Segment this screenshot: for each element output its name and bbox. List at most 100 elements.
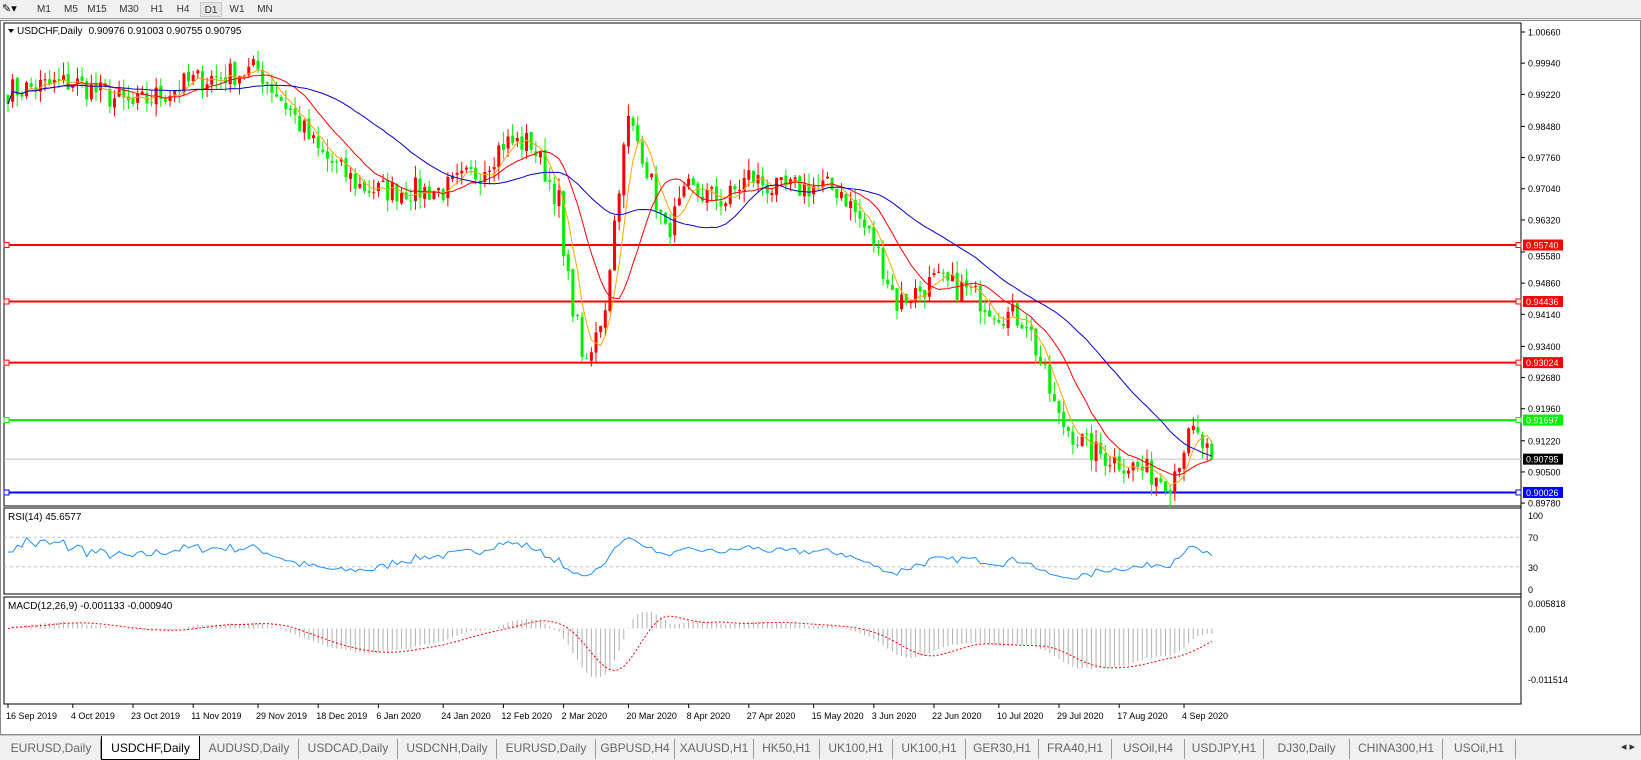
- tab-gbpusd-h4[interactable]: GBPUSD,H4: [596, 739, 675, 759]
- tab-china300-h1[interactable]: CHINA300,H1: [1350, 739, 1443, 759]
- timeframe-w1[interactable]: W1: [229, 4, 245, 15]
- timeframe-h1[interactable]: H1: [150, 4, 164, 15]
- candle-body: [890, 285, 894, 290]
- tab-eurusd-daily[interactable]: EURUSD,Daily: [2, 739, 101, 759]
- tab-fra40-h1[interactable]: FRA40,H1: [1039, 739, 1112, 759]
- tab-usdjpy-h1[interactable]: USDJPY,H1: [1185, 739, 1264, 759]
- candle-body: [923, 290, 927, 298]
- candle-body: [437, 188, 441, 191]
- candle-body: [261, 69, 265, 84]
- candle-body: [807, 183, 811, 197]
- tab-usdcnh-daily[interactable]: USDCNH,Daily: [398, 739, 497, 759]
- candle-body: [571, 269, 575, 317]
- tab-hk50-h1[interactable]: HK50,H1: [754, 739, 820, 759]
- candle-body: [1062, 411, 1066, 428]
- timeframe-m5[interactable]: M5: [64, 4, 78, 15]
- timeframe-m1[interactable]: M1: [37, 4, 51, 15]
- candle-body: [1150, 460, 1154, 485]
- tab-ger30-h1[interactable]: GER30,H1: [966, 739, 1039, 759]
- ma-slow-line: [7, 84, 1212, 457]
- candle-body: [738, 189, 742, 192]
- level-anchor-handle: [1515, 298, 1522, 305]
- chart-canvas[interactable]: USDCHF,Daily 0.90976 0.91003 0.90755 0.90…: [1, 21, 1641, 736]
- candle-body: [687, 178, 691, 186]
- candle-body: [210, 76, 214, 85]
- candle-body: [1052, 394, 1056, 402]
- candle-body: [863, 219, 867, 228]
- level-price-badge: [1523, 357, 1563, 369]
- tab-audusd-daily[interactable]: AUDUSD,Daily: [200, 739, 299, 759]
- candle-body: [876, 246, 880, 249]
- candle-body: [363, 181, 367, 192]
- level-price-badge: [1523, 414, 1563, 426]
- candle-body: [886, 279, 890, 285]
- chart-header: USDCHF,Daily 0.90976 0.91003 0.90755 0.90…: [17, 26, 242, 37]
- candle-body: [659, 209, 663, 213]
- candle-body: [1029, 326, 1033, 331]
- candle-body: [187, 71, 191, 82]
- timeframe-d1[interactable]: D1: [200, 2, 222, 17]
- candle-body: [1108, 465, 1112, 467]
- candle-body: [1025, 326, 1029, 329]
- tab-usoil-h1[interactable]: USOil,H1: [1443, 739, 1516, 759]
- date-tick-label: 23 Oct 2019: [131, 711, 180, 721]
- candle-body: [108, 88, 112, 107]
- level-price-badge: [1523, 486, 1563, 498]
- tab-scroll-arrows[interactable]: ◂ ▸: [1620, 741, 1635, 753]
- candle-body: [390, 182, 394, 201]
- candle-body: [136, 93, 140, 103]
- candle-body: [538, 151, 542, 158]
- candle-body: [867, 225, 871, 229]
- candle-body: [307, 118, 311, 140]
- candle-body: [1182, 452, 1186, 469]
- tab-usdcad-daily[interactable]: USDCAD,Daily: [299, 739, 398, 759]
- candle-body: [256, 60, 260, 69]
- tab-dj30-daily[interactable]: DJ30,Daily: [1264, 739, 1350, 759]
- rsi-tick-label: 70: [1528, 533, 1538, 543]
- tab-uk100-h1[interactable]: UK100,H1: [893, 739, 966, 759]
- candle-body: [835, 188, 839, 198]
- tab-eurusd-daily[interactable]: EURUSD,Daily: [497, 739, 596, 759]
- timeframe-h4[interactable]: H4: [176, 4, 190, 15]
- candle-body: [228, 63, 232, 85]
- candle-body: [668, 223, 672, 238]
- candle-body: [112, 98, 116, 108]
- candle-body: [913, 288, 917, 301]
- date-tick-label: 4 Oct 2019: [71, 711, 115, 721]
- candle-body: [650, 173, 654, 178]
- date-tick-label: 16 Sep 2019: [6, 711, 57, 721]
- collapse-triangle-icon[interactable]: [8, 29, 14, 33]
- candle-body: [1043, 363, 1047, 365]
- candle-body: [372, 192, 376, 194]
- candle-body: [163, 97, 167, 102]
- date-tick-label: 17 Aug 2020: [1117, 711, 1168, 721]
- tab-xauusd-h1[interactable]: XAUUSD,H1: [675, 739, 754, 759]
- candle-body: [932, 273, 936, 275]
- draw-tool-icon[interactable]: ✎▾: [2, 3, 17, 15]
- tab-uk100-h1[interactable]: UK100,H1: [820, 739, 893, 759]
- candle-body: [1048, 364, 1052, 394]
- candle-body: [1205, 443, 1209, 448]
- price-tick-label: 0.94860: [1528, 279, 1561, 289]
- candle-body: [580, 317, 584, 357]
- price-tick-label: 1.00660: [1528, 28, 1561, 38]
- candle-body: [501, 143, 505, 150]
- candle-body: [62, 75, 66, 80]
- tab-usdchf-daily[interactable]: USDCHF,Daily: [101, 736, 200, 760]
- tab-usoil-h4[interactable]: USOil,H4: [1112, 739, 1185, 759]
- candle-body: [603, 310, 607, 328]
- date-tick-label: 24 Jan 2020: [441, 711, 491, 721]
- ohlc-values: 0.90976 0.91003 0.90755 0.90795: [89, 26, 242, 37]
- timeframe-m30[interactable]: M30: [119, 4, 139, 15]
- timeframe-mn[interactable]: MN: [257, 4, 273, 15]
- candle-body: [270, 85, 274, 93]
- date-tick-label: 29 Jul 2020: [1057, 711, 1104, 721]
- timeframe-m15[interactable]: M15: [87, 4, 107, 15]
- level-price-label: 0.90026: [1526, 488, 1559, 498]
- chart-window[interactable]: USDCHF,Daily 0.90976 0.91003 0.90755 0.90…: [0, 20, 1641, 735]
- candle-body: [543, 150, 547, 182]
- candle-body: [696, 183, 700, 196]
- date-tick-label: 29 Nov 2019: [256, 711, 307, 721]
- date-tick-label: 11 Nov 2019: [191, 711, 241, 721]
- macd-tick-label: -0.011514: [1528, 675, 1568, 685]
